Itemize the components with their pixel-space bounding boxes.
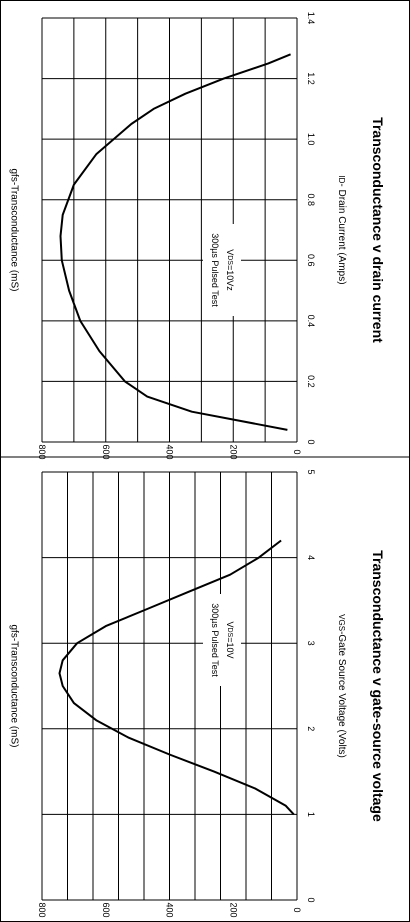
y-tick-label: 600 — [101, 902, 111, 917]
chart-title: Transconductance v drain current — [370, 117, 386, 343]
annotation-line-2-prefix: V — [225, 249, 235, 255]
x-tick-label: 0 — [306, 439, 316, 444]
x-axis-title-main: -Gate Source Voltage (Volts) — [337, 631, 348, 758]
x-axis-title-main: - Drain Current (Amps) — [337, 183, 348, 284]
x-axis-title-sub: VGS — [338, 614, 347, 631]
annotation-line-2: VDS=10V — [225, 621, 235, 658]
annotation-line-2-sub: DS — [227, 628, 234, 638]
x-tick-label: 5 — [306, 469, 316, 474]
y-tick-label: 600 — [101, 444, 111, 459]
x-tick-label: 0.6 — [306, 254, 316, 267]
x-axis-title: VGS-Gate Source Voltage (Volts) — [337, 614, 348, 758]
y-tick-label: 200 — [228, 902, 238, 917]
x-tick-label: 1.0 — [306, 133, 316, 146]
series-line — [58, 539, 295, 816]
annotation-line-2-sub: DS — [227, 255, 234, 265]
x-tick-label: 0.4 — [306, 315, 316, 328]
annotation-line-2-prefix: V — [225, 621, 235, 627]
chart-2: 0 200 400 600 800 0 1 2 3 4 5 gfs-Transconductance … — [9, 469, 387, 917]
x-axis-title: ID- Drain Current (Amps) — [337, 175, 348, 284]
y-tick-label: 400 — [165, 444, 175, 459]
chart-1: 0 200 400 600 800 0 0.2 0.4 0.6 0.8 1.0 1.2 1.4 gfs-T… — [9, 12, 387, 460]
x-tick-label: 2 — [306, 726, 316, 731]
x-tick-label: 1.4 — [306, 12, 316, 25]
x-tick-label: 0.8 — [306, 193, 316, 206]
y-tick-label: 0 — [292, 907, 302, 912]
x-tick-label: 4 — [306, 555, 316, 560]
y-tick-label: 800 — [37, 444, 47, 459]
annotation-box — [203, 224, 241, 316]
y-axis-title: gfs-Transconductance (mS) — [9, 624, 20, 747]
x-tick-label: 0.2 — [306, 375, 316, 388]
annotation-line-1: 300µs Pulsed Test — [210, 603, 220, 677]
x-tick-label: 3 — [306, 641, 316, 646]
x-axis-title-sub: ID — [338, 175, 347, 183]
x-tick-label: 1.2 — [306, 72, 316, 85]
annotation-line-2-main: =10Vz — [225, 265, 235, 291]
annotation-box — [203, 594, 241, 686]
annotation-line-1: 300µs Pulsed Test — [210, 233, 220, 307]
annotation-line-2: VDS=10Vz — [225, 249, 235, 291]
y-tick-label: 800 — [37, 902, 47, 917]
y-tick-label: 200 — [228, 444, 238, 459]
y-tick-label: 0 — [292, 449, 302, 454]
annotation-line-2-main: =10V — [225, 637, 235, 658]
x-tick-label: 1 — [306, 812, 316, 817]
y-axis-title: gfs-Transconductance (mS) — [9, 168, 20, 291]
series-line — [59, 53, 291, 431]
chart-title: Transconductance v gate-source voltage — [370, 550, 386, 822]
x-tick-label: 0 — [306, 897, 316, 902]
y-tick-label: 400 — [165, 902, 175, 917]
